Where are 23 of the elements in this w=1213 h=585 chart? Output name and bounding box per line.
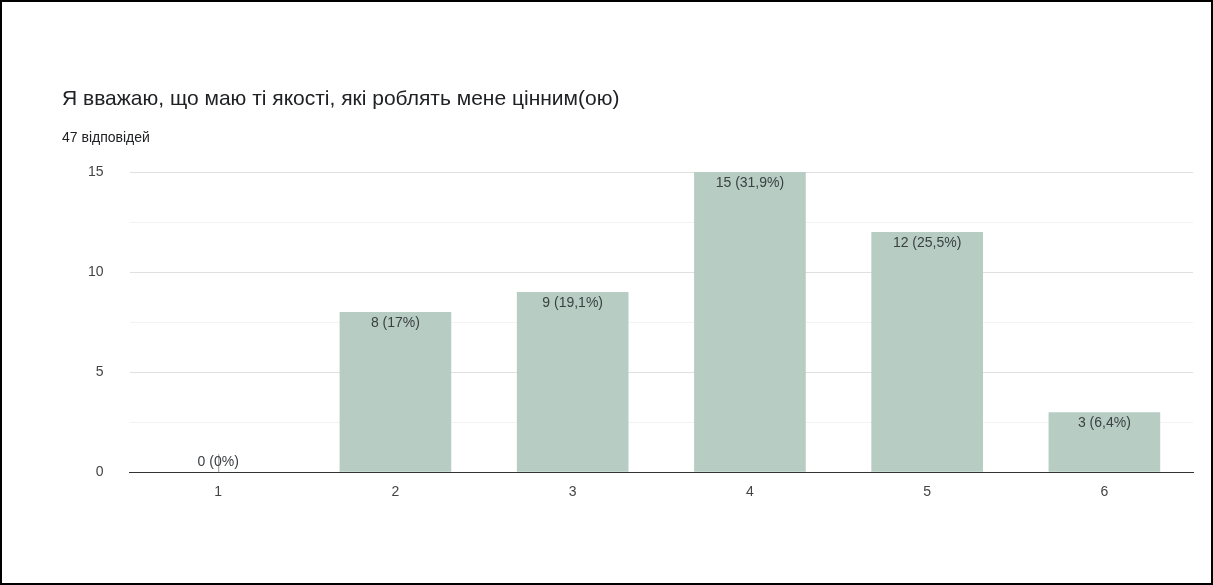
x-tick-label: 5: [923, 483, 932, 500]
y-tick-label: 15: [87, 162, 104, 179]
bar: [339, 312, 452, 472]
bar: [694, 172, 806, 472]
chart-subtitle: 47 відповідей: [62, 129, 150, 145]
data-label: 15 (31,9%): [715, 173, 785, 190]
data-label: 9 (19,1%): [542, 293, 604, 310]
x-tick-label: 6: [1100, 483, 1109, 500]
data-label: 0 (0%): [197, 453, 239, 470]
bar: [871, 232, 983, 472]
x-tick-label: 3: [568, 483, 577, 500]
x-tick-label: 2: [391, 483, 400, 500]
data-label: 3 (6,4%): [1077, 414, 1131, 431]
x-tick-label: 1: [214, 483, 223, 500]
y-tick-label: 10: [87, 262, 104, 279]
x-tick-label: 4: [746, 483, 755, 500]
chart-title: Я вважаю, що маю ті якості, які роблять мене цінним(ою): [62, 86, 620, 110]
bar: [516, 292, 629, 472]
y-tick-label: 5: [95, 362, 104, 379]
bar: [1048, 412, 1161, 472]
data-label: 12 (25,5%): [892, 233, 962, 250]
data-label: 8 (17%): [370, 313, 420, 330]
y-tick-label: 0: [95, 463, 104, 480]
